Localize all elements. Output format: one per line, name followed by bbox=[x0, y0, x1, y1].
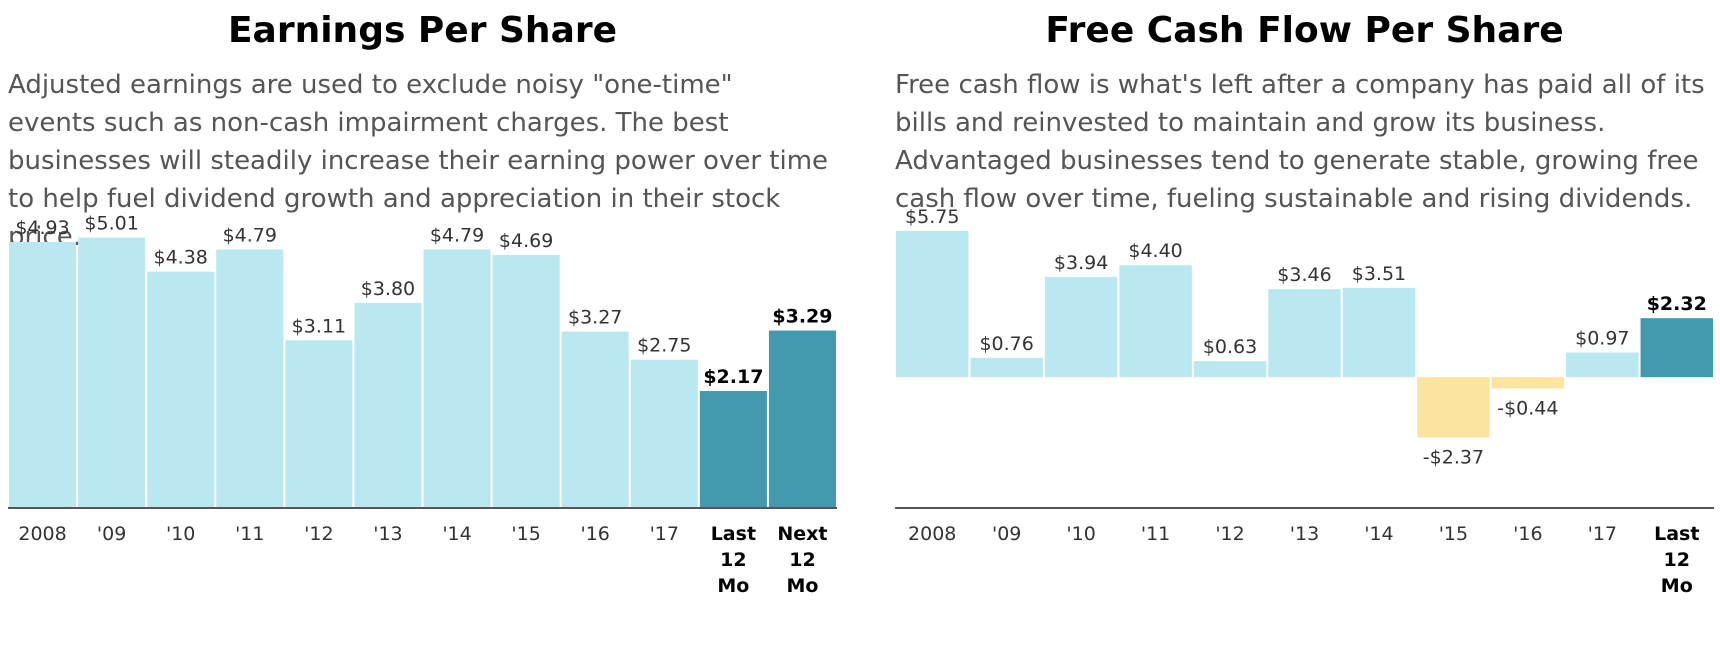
fcf-title: Free Cash Flow Per Share bbox=[1045, 10, 1564, 51]
bar-7 bbox=[1417, 377, 1490, 438]
x-tick-label-4: '12 bbox=[304, 523, 333, 545]
data-label-2: $4.38 bbox=[154, 247, 208, 269]
x-tick-label-3: '11 bbox=[1141, 523, 1170, 545]
x-tick-label-9: '17 bbox=[1588, 523, 1617, 545]
bar-3 bbox=[216, 249, 284, 509]
data-label-6: $4.79 bbox=[430, 225, 484, 247]
x-tick-label-9: '17 bbox=[650, 523, 679, 545]
bar-8 bbox=[561, 331, 629, 509]
data-label-7: -$2.37 bbox=[1423, 446, 1484, 468]
bar-11 bbox=[768, 330, 836, 509]
eps-description: Adjusted earnings are used to exclude no… bbox=[8, 70, 829, 252]
bar-0 bbox=[896, 230, 969, 378]
data-label-2: $3.94 bbox=[1054, 252, 1108, 274]
data-label-9: $2.75 bbox=[637, 335, 691, 357]
bar-10 bbox=[1640, 318, 1713, 378]
data-label-10: $2.17 bbox=[703, 366, 763, 388]
x-tick-label-5: '13 bbox=[373, 523, 402, 545]
bar-6 bbox=[1342, 287, 1416, 378]
data-label-10: $2.32 bbox=[1647, 293, 1707, 315]
x-tick-label-2: '10 bbox=[166, 523, 195, 545]
x-tick-label-3: '11 bbox=[235, 523, 264, 545]
data-label-6: $3.51 bbox=[1352, 263, 1406, 285]
data-label-4: $3.11 bbox=[292, 315, 346, 337]
data-label-5: $3.46 bbox=[1277, 264, 1331, 286]
bar-2 bbox=[147, 271, 215, 509]
data-label-3: $4.40 bbox=[1128, 240, 1182, 262]
data-label-7: $4.69 bbox=[499, 230, 553, 252]
x-tick-label-0: 2008 bbox=[18, 523, 66, 545]
x-tick-label-1: '09 bbox=[97, 523, 126, 545]
data-label-8: -$0.44 bbox=[1497, 397, 1558, 419]
x-tick-label-6: '14 bbox=[1364, 523, 1393, 545]
bar-5 bbox=[354, 303, 422, 509]
x-tick-label-5: '13 bbox=[1290, 523, 1319, 545]
bar-2 bbox=[1044, 276, 1118, 378]
x-tick-label-8: '16 bbox=[1513, 523, 1542, 545]
eps-title: Earnings Per Share bbox=[227, 10, 618, 51]
x-tick-label-7: '15 bbox=[511, 523, 540, 545]
x-tick-label-0: 2008 bbox=[908, 523, 956, 545]
x-tick-label-7: '15 bbox=[1439, 523, 1468, 545]
eps-bar-chart: $4.93 2008 $5.01 '09 $4.38 '10 $4.79 '11 $3.11 '1… bbox=[8, 213, 837, 597]
bar-5 bbox=[1268, 289, 1341, 378]
bar-6 bbox=[423, 249, 491, 509]
fcf-bar-chart: $5.75 2008 $0.76 '09 $3.94 '10 $4.40 '11 $0.63 '1… bbox=[895, 206, 1714, 597]
bar-10 bbox=[699, 391, 767, 509]
bar-8 bbox=[1491, 377, 1565, 389]
bar-4 bbox=[1193, 361, 1267, 378]
x-tick-label-1: '09 bbox=[992, 523, 1021, 545]
data-label-8: $3.27 bbox=[568, 307, 622, 329]
bar-3 bbox=[1119, 265, 1192, 378]
x-tick-label-6: '14 bbox=[442, 523, 471, 545]
x-tick-label-2: '10 bbox=[1066, 523, 1095, 545]
bar-1 bbox=[970, 357, 1043, 378]
fcf-description: Free cash flow is what's left after a co… bbox=[895, 70, 1705, 214]
x-tick-label-10: Last 12 Mo bbox=[1654, 523, 1699, 597]
bar-9 bbox=[630, 359, 698, 509]
bar-9 bbox=[1566, 352, 1639, 378]
bar-7 bbox=[492, 254, 560, 509]
data-label-9: $0.97 bbox=[1575, 328, 1629, 350]
data-label-4: $0.63 bbox=[1203, 336, 1257, 358]
data-label-5: $3.80 bbox=[361, 278, 415, 300]
bar-1 bbox=[78, 237, 146, 509]
x-tick-label-4: '12 bbox=[1215, 523, 1244, 545]
data-label-0: $5.75 bbox=[905, 206, 959, 228]
data-label-1: $5.01 bbox=[84, 213, 138, 235]
data-label-3: $4.79 bbox=[223, 225, 277, 247]
data-label-1: $0.76 bbox=[979, 333, 1033, 355]
x-tick-label-8: '16 bbox=[581, 523, 610, 545]
data-label-0: $4.93 bbox=[15, 217, 69, 239]
data-label-11: $3.29 bbox=[772, 306, 832, 328]
x-tick-label-11: Next 12 Mo bbox=[777, 523, 827, 597]
x-tick-label-10: Last 12 Mo bbox=[711, 523, 756, 597]
bar-4 bbox=[285, 340, 353, 509]
bar-0 bbox=[9, 241, 77, 509]
